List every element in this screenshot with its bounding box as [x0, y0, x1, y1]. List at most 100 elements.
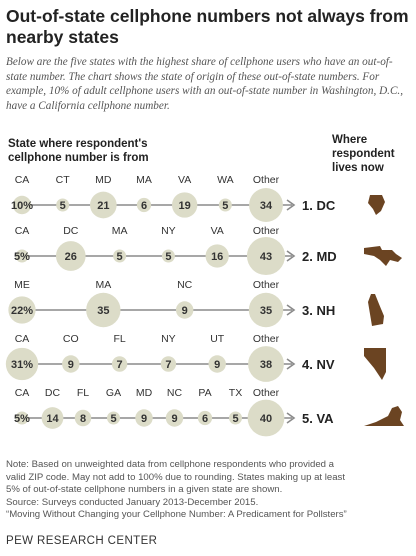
bubble-value: 9: [171, 413, 177, 425]
bubble-ca: [12, 195, 32, 215]
note-line: Source: Surveys conducted January 2013-D…: [6, 496, 259, 508]
bubble-ca: [5, 347, 39, 381]
arrow-head-icon: [286, 358, 296, 370]
bubble-me: [8, 296, 36, 324]
bubble-value: 34: [260, 200, 273, 212]
bubble-value: 7: [117, 359, 123, 371]
state-label: MD: [95, 174, 112, 186]
bubble-value: 8: [80, 413, 86, 425]
bubble-value: 5: [232, 413, 238, 425]
right-header-line2: respondent: [332, 148, 395, 160]
bubble-fl: [111, 356, 128, 372]
state-label: MD: [136, 387, 153, 399]
state-shape-icon: [364, 348, 386, 380]
bubble-va: [171, 192, 198, 218]
state-shape-icon: [368, 195, 385, 215]
footer-note: Note: Based on unweighted data from cell…: [6, 459, 412, 522]
chart-rows: 10% CA 5 CT 21 MD 6 MA 19 VA 5 WA 34 Other 1. DC 5% CA 26…: [5, 174, 404, 437]
state-shape-icon: [364, 406, 404, 426]
left-header-line2: cellphone number is from: [8, 152, 149, 164]
rank-label: 1. DC: [302, 198, 336, 213]
state-label: CA: [15, 174, 30, 186]
right-header-line1: Where: [332, 134, 367, 146]
state-label: UT: [210, 333, 225, 345]
state-label: MA: [136, 174, 152, 186]
bubble-value: 6: [202, 413, 208, 425]
bubble-ma: [113, 249, 127, 263]
note-line: “Moving Without Changing your Cellphone …: [6, 509, 347, 521]
brand-label: PEW RESEARCH CENTER: [6, 535, 158, 547]
bubble-ny: [161, 249, 175, 263]
arrow-head-icon: [286, 304, 296, 316]
rank-label: 2. MD: [302, 249, 337, 264]
state-label: NY: [161, 225, 176, 237]
state-label: DC: [63, 225, 79, 237]
state-label: NC: [177, 279, 193, 291]
bubble-value: 21: [97, 200, 109, 212]
state-shape-icon: [364, 246, 402, 266]
state-label: CA: [15, 225, 30, 237]
bubble-chart: State where respondent's cellphone numbe…: [5, 134, 404, 437]
rank-label: 3. NH: [302, 303, 335, 318]
state-label: Other: [253, 174, 280, 186]
bubble-ct: [56, 198, 70, 212]
state-label: VA: [178, 174, 191, 186]
bubble-ut: [208, 355, 226, 373]
bubble-nc: [165, 409, 184, 427]
bubble-value: 6: [141, 200, 147, 212]
bubble-dc: [41, 407, 64, 429]
bubble-value: 31%: [11, 359, 33, 371]
bubble-tx: [229, 411, 242, 425]
bubble-value: 26: [65, 251, 77, 263]
state-label: DC: [45, 387, 61, 399]
bubble-fl: [74, 409, 92, 427]
left-header-line1: State where respondent's: [8, 138, 148, 150]
state-label: Other: [253, 387, 280, 399]
bubble-ga: [107, 411, 120, 425]
state-label: CO: [63, 333, 79, 345]
bubble-other: [248, 292, 284, 328]
bubble-value: 7: [165, 359, 171, 371]
bubble-value: 35: [97, 305, 109, 317]
bubble-value: 5%: [14, 413, 30, 425]
state-label: MA: [112, 225, 128, 237]
bubble-value: 5%: [14, 251, 30, 263]
state-label: FL: [113, 333, 125, 345]
bubble-ca: [15, 411, 29, 425]
bubble-value: 40: [260, 413, 272, 425]
bubble-value: 19: [179, 200, 191, 212]
state-label: PA: [198, 387, 211, 399]
bubble-value: 10%: [11, 200, 33, 212]
bubble-value: 35: [260, 305, 272, 317]
bubble-ma: [136, 197, 152, 213]
bubble-other: [248, 346, 284, 382]
bubble-value: 9: [182, 305, 188, 317]
bubble-value: 5: [60, 200, 66, 212]
state-label: VA: [211, 225, 224, 237]
bubble-value: 38: [260, 359, 272, 371]
state-label: CA: [15, 387, 30, 399]
bubble-va: [205, 244, 229, 268]
state-label: CA: [15, 333, 30, 345]
bubble-ma: [86, 292, 121, 328]
state-label: CT: [56, 174, 71, 186]
bubble-ny: [160, 356, 177, 372]
bubble-md: [135, 409, 153, 427]
bubble-value: 9: [214, 359, 220, 371]
bubble-pa: [197, 410, 213, 426]
arrow-head-icon: [286, 412, 296, 424]
bubble-value: 9: [68, 359, 74, 371]
bubble-value: 5: [117, 251, 123, 263]
bubble-value: 16: [211, 251, 223, 263]
rank-label: 5. VA: [302, 411, 334, 426]
bubble-value: 43: [260, 251, 272, 263]
state-label: ME: [14, 279, 30, 291]
chart-row: 5% CA 26 DC 5 MA 5 NY 16 VA 43 Other 2. MD: [14, 225, 402, 276]
bubble-ca: [15, 249, 29, 263]
bubble-value: 22%: [11, 305, 33, 317]
arrow-head-icon: [286, 199, 296, 211]
state-label: NC: [167, 387, 183, 399]
state-label: Other: [253, 279, 280, 291]
state-label: Other: [253, 225, 280, 237]
state-label: WA: [217, 174, 234, 186]
